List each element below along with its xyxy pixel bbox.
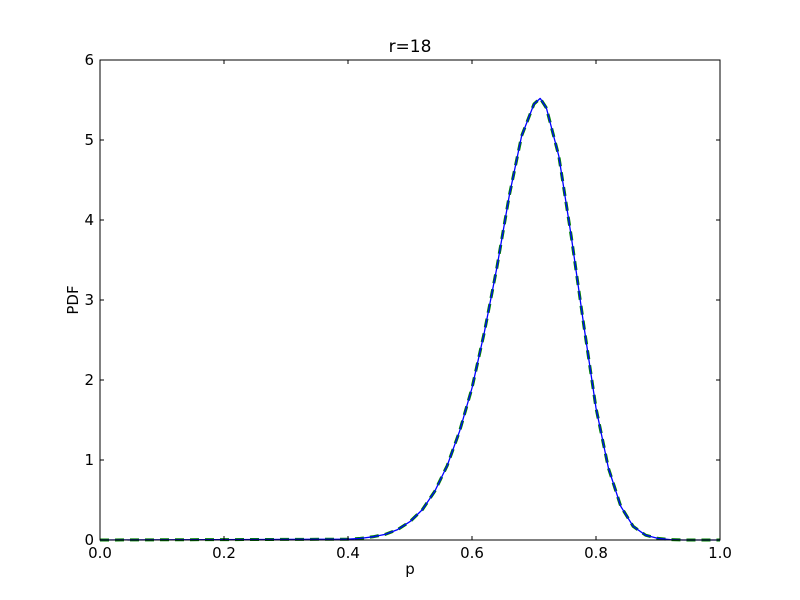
y-tick-label: 4 — [84, 211, 94, 229]
y-tick-label: 1 — [84, 451, 94, 469]
y-tick-label: 5 — [84, 131, 94, 149]
x-tick-label: 0.2 — [212, 544, 236, 562]
plot-frame — [99, 59, 721, 541]
y-tick-label: 3 — [84, 291, 94, 309]
x-tick-label: 0.0 — [88, 544, 112, 562]
y-tick-label: 2 — [84, 371, 94, 389]
x-tick-label: 0.4 — [336, 544, 360, 562]
ticks-layer: 0.0 0.2 0.4 0.6 0.8 1.0 0 1 2 3 4 5 6 — [84, 51, 731, 562]
x-axis-label: p — [405, 560, 415, 578]
series-line-solid — [99, 97, 720, 541]
x-tick-label: 0.6 — [460, 544, 484, 562]
x-tick-label: 1.0 — [708, 544, 732, 562]
y-axis-label: PDF — [64, 285, 82, 314]
chart-title: r=18 — [389, 37, 432, 57]
x-tick-label: 0.8 — [584, 544, 608, 562]
plot-area — [100, 60, 720, 540]
y-tick-label: 6 — [84, 51, 94, 69]
series-layer — [99, 96, 720, 542]
y-tick-label: 0 — [84, 531, 94, 549]
